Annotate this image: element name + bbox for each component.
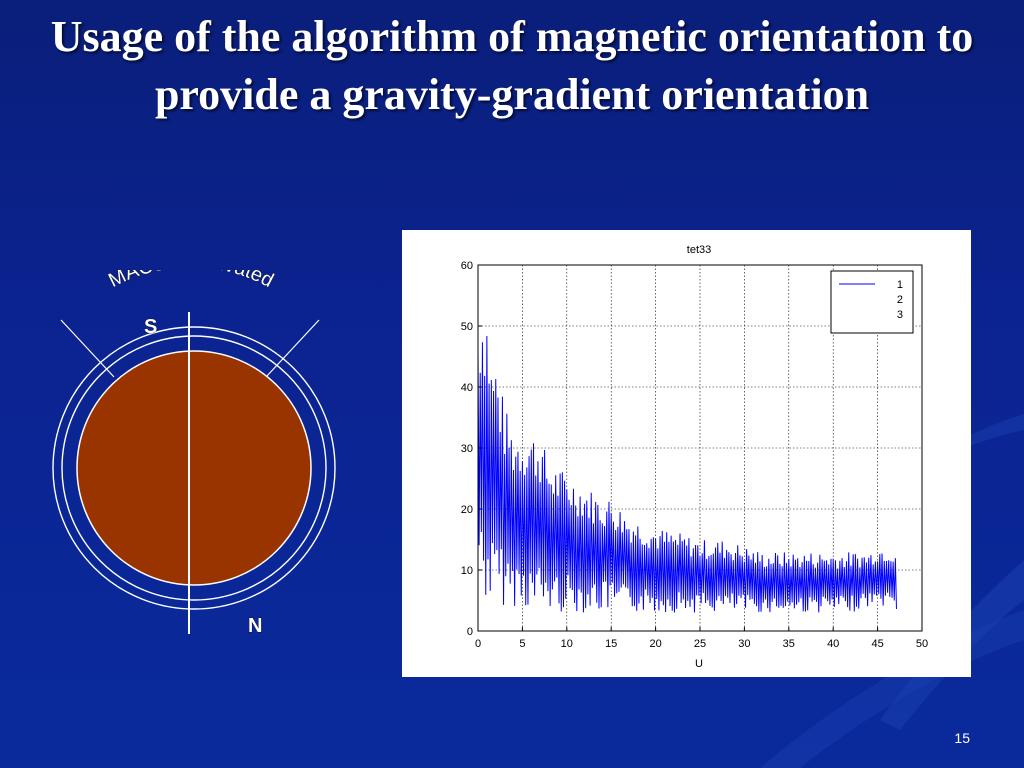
y-tick-label: 30	[461, 443, 473, 455]
y-tick-label: 40	[461, 382, 473, 394]
slide-title: Usage of the algorithm of magnetic orien…	[50, 12, 974, 119]
x-tick-label: 25	[694, 638, 706, 650]
legend-entry: 1	[897, 279, 903, 291]
legend-entry: 3	[897, 309, 903, 321]
right-ray	[265, 319, 320, 378]
x-tick-label: 30	[738, 638, 750, 650]
chart-panel: tet33 0 5 10 15 20 25 30 35 40 45 50 0 10 20 30 40 50 60 …	[402, 230, 971, 677]
label-n: N	[248, 615, 262, 637]
inner-ring	[61, 335, 327, 601]
slide-number: 15	[954, 730, 970, 746]
x-tick-label: 5	[519, 638, 525, 650]
y-tick-label: 20	[461, 504, 473, 516]
legend-entry: 2	[897, 294, 903, 306]
x-tick-label: 50	[916, 638, 928, 650]
line-chart: tet33 0 5 10 15 20 25 30 35 40 45 500102030405060 …	[461, 244, 928, 670]
outer-ring	[52, 326, 336, 610]
magnetic-orientation-diagram: MACS is activated S N	[52, 270, 336, 637]
x-tick-label: 20	[649, 638, 661, 650]
x-tick-label: 45	[871, 638, 883, 650]
arc-label: MACS is activated	[105, 270, 277, 292]
chart-title: tet33	[687, 244, 711, 256]
left-ray	[60, 319, 115, 378]
x-tick-label: 10	[561, 638, 573, 650]
y-tick-label: 10	[461, 565, 473, 577]
x-tick-label: 40	[827, 638, 839, 650]
y-tick-label: 0	[467, 626, 473, 638]
x-axis-label: U	[695, 658, 703, 670]
legend-box	[830, 270, 914, 334]
y-tick-label: 50	[461, 321, 473, 333]
label-s: S	[144, 316, 157, 338]
series-1-line	[477, 336, 897, 613]
x-tick-label: 35	[783, 638, 795, 650]
planet-disc	[76, 350, 312, 586]
x-tick-label: 0	[475, 638, 481, 650]
x-tick-label: 15	[605, 638, 617, 650]
arc-label-text: MACS is activated	[105, 270, 278, 292]
y-tick-label: 60	[461, 260, 473, 272]
